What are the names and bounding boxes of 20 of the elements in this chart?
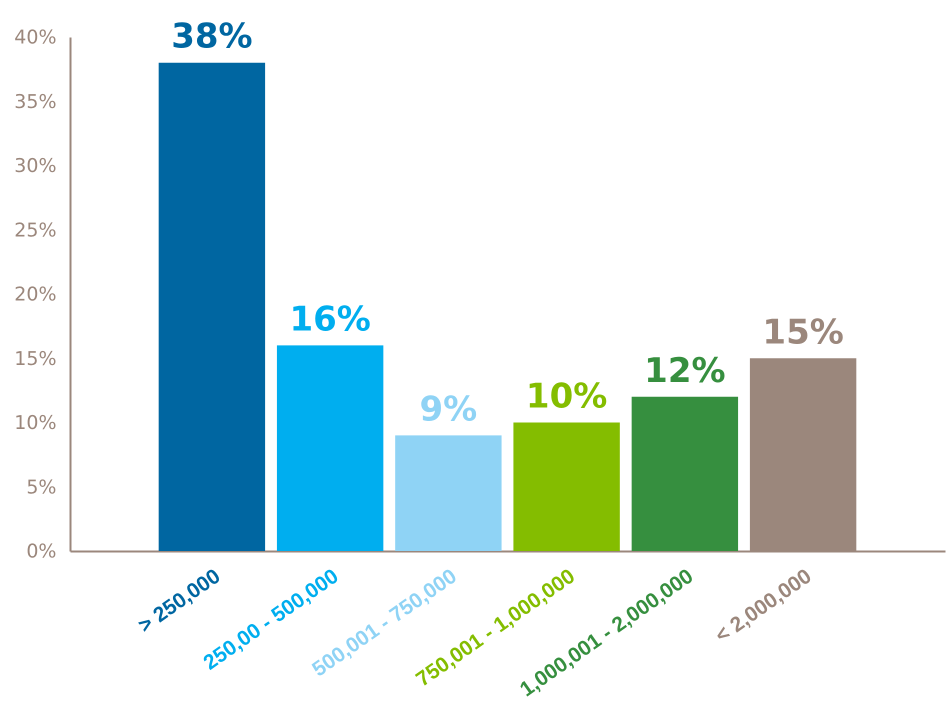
data-label: 10% (526, 376, 608, 416)
bar (158, 62, 266, 551)
y-tick-label: 35% (14, 90, 56, 113)
bar (395, 435, 502, 551)
y-tick-label: 10% (14, 412, 56, 434)
y-tick-label: 30% (14, 155, 56, 177)
y-tick-label: 15% (14, 348, 56, 370)
y-tick-label: 0% (26, 540, 56, 562)
bar (513, 422, 620, 551)
data-label: 16% (289, 299, 371, 340)
y-tick-label: 40% (14, 26, 56, 48)
data-label: 9% (420, 389, 478, 430)
data-label: 15% (762, 312, 844, 352)
data-label: 38% (171, 16, 253, 57)
bar (632, 396, 738, 551)
y-tick-label: 25% (14, 219, 56, 242)
y-tick-label: 5% (26, 476, 56, 498)
data-label: 12% (644, 350, 726, 391)
y-tick-label: 20% (14, 284, 56, 306)
bar (276, 345, 384, 551)
